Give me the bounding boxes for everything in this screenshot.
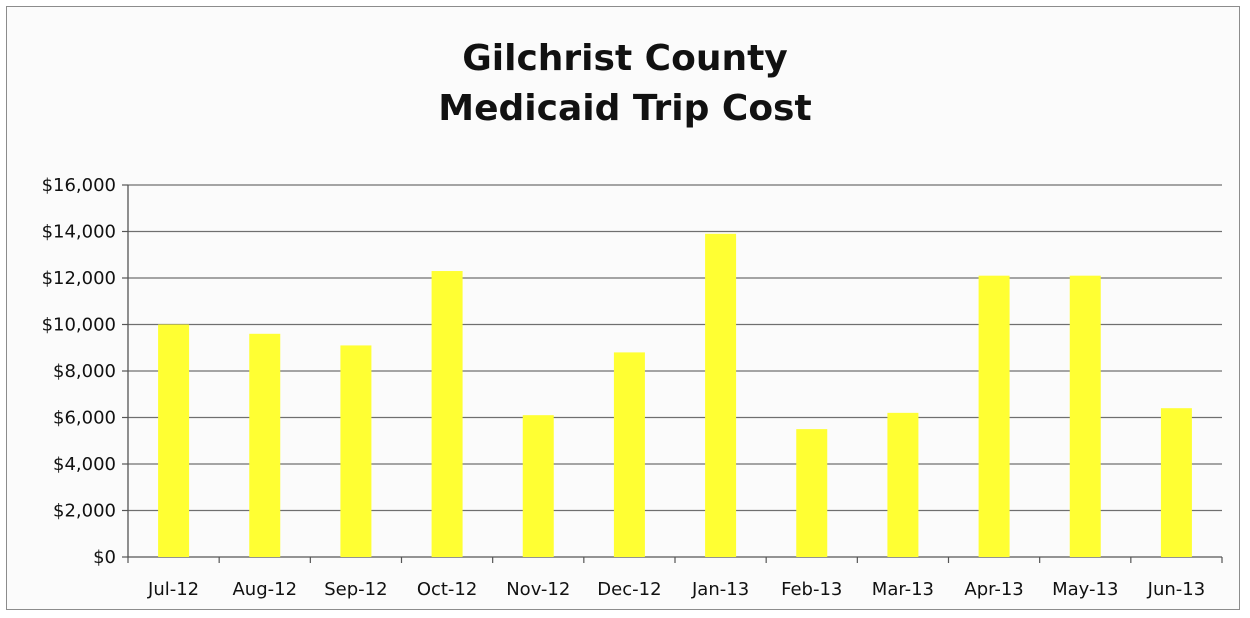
x-tick-label: Oct-12	[417, 579, 478, 600]
x-tick-label: Nov-12	[506, 579, 570, 600]
gridlines	[128, 184, 1222, 512]
y-tick-label: $14,000	[42, 222, 116, 243]
x-tick-labels: Jul-12 Aug-12 Sep-12 Oct-12 Nov-12 Dec-12 Jan-…	[147, 579, 1205, 600]
bar	[796, 429, 828, 557]
chart-title-line-2: Medicaid Trip Cost	[438, 88, 812, 129]
y-tick-labels: $0 $2,000 $4,000 $6,000 $8,000 $10,000 $12,000…	[42, 175, 116, 568]
bar	[158, 324, 190, 557]
y-tick-label: $4,000	[53, 454, 116, 475]
bar	[705, 233, 737, 557]
bar	[613, 352, 645, 557]
y-tick-label: $12,000	[42, 268, 116, 289]
bars	[158, 233, 1192, 557]
x-tick-label: Apr-13	[964, 579, 1023, 600]
x-tick-label: Jan-13	[691, 579, 749, 600]
bar	[522, 415, 554, 557]
y-tick-label: $0	[93, 547, 116, 568]
bar	[887, 412, 919, 557]
y-tick-label: $8,000	[53, 361, 116, 382]
chart-title: Gilchrist County Medicaid Trip Cost	[0, 34, 1250, 134]
y-tick-label: $16,000	[42, 175, 116, 196]
x-tick-label: May-13	[1052, 579, 1118, 600]
x-tick-label: Feb-13	[781, 579, 842, 600]
bar	[1160, 408, 1192, 557]
x-tick-label: Sep-12	[324, 579, 387, 600]
y-tick-label: $10,000	[42, 315, 116, 336]
bar	[340, 345, 372, 557]
x-tick-label: Aug-12	[232, 579, 297, 600]
bar	[431, 271, 463, 557]
x-tick-label: Mar-13	[872, 579, 934, 600]
bar	[978, 275, 1010, 557]
bar	[1069, 275, 1101, 557]
x-tick-label: Dec-12	[597, 579, 661, 600]
x-tick-label: Jun-13	[1147, 579, 1206, 600]
x-tick-label: Jul-12	[147, 579, 199, 600]
chart-title-line-1: Gilchrist County	[462, 38, 788, 79]
axes	[122, 184, 1223, 563]
y-tick-label: $6,000	[53, 408, 116, 429]
y-tick-label: $2,000	[53, 501, 116, 522]
bar	[249, 333, 281, 557]
